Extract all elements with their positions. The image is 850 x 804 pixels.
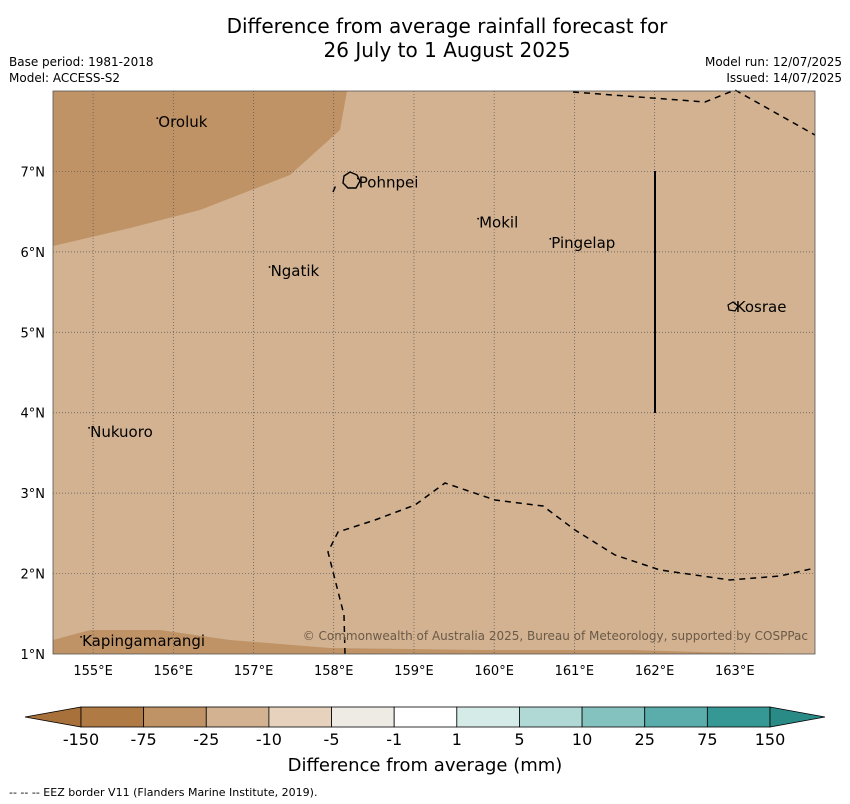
colorbar-tick-label: -25	[193, 730, 220, 749]
colorbar-extend-low	[24, 706, 82, 728]
colorbar-tick-label: 10	[571, 730, 593, 749]
colorbar-tick-label: -150	[62, 730, 100, 749]
colorbar	[24, 706, 826, 728]
lon-tick-label: 156°E	[154, 664, 194, 679]
place-marker	[268, 266, 271, 268]
dry-region-northwest	[53, 91, 347, 246]
place-label: Kosrae	[736, 298, 787, 316]
colorbar-segment	[519, 706, 583, 728]
lon-tick-label: 158°E	[314, 664, 354, 679]
colorbar-segment	[268, 706, 332, 728]
lon-tick-label: 155°E	[73, 664, 113, 679]
pohnpei-island	[342, 171, 361, 189]
colorbar-tick-label: -75	[130, 730, 157, 749]
colorbar-tick-label: -10	[255, 730, 282, 749]
eez-border	[327, 89, 816, 655]
place-label: Ngatik	[271, 262, 320, 280]
model-run: Model run: 12/07/2025	[704, 55, 842, 69]
eez-legend-note: -- -- -- EEZ border V11 (Flanders Marine…	[9, 786, 318, 799]
colorbar-segment	[80, 706, 145, 728]
dry-region-south	[53, 630, 815, 654]
colorbar-segment	[143, 706, 207, 728]
map-gridlines	[53, 91, 815, 654]
colorbar-segment	[331, 706, 395, 728]
lon-tick-label: 161°E	[555, 664, 595, 679]
colorbar-segment	[581, 706, 646, 728]
place-marker	[733, 302, 736, 305]
place-marker	[477, 217, 480, 220]
base-period: Base period: 1981-2018	[9, 55, 154, 69]
lon-tick-label: 163°E	[715, 664, 755, 679]
chart-title: Difference from average rainfall forecas…	[0, 14, 850, 62]
title-line-1: Difference from average rainfall forecas…	[226, 14, 668, 38]
lat-tick-label: 5°N	[21, 326, 46, 341]
issued-date: Issued: 14/07/2025	[726, 71, 842, 85]
lat-tick-label: 6°N	[21, 246, 46, 261]
colorbar-tick-label: -5	[323, 730, 340, 749]
colorbar-tick-label: 75	[697, 730, 718, 749]
eez-border-pohnpei	[332, 184, 337, 193]
colorbar-tick-label: -1	[386, 730, 403, 749]
map-frame	[52, 90, 816, 655]
place-marker	[356, 177, 359, 180]
colorbar-tick-label: 25	[634, 730, 655, 749]
colorbar-extend-high	[769, 706, 826, 728]
colorbar-tick-label: 1	[451, 730, 462, 749]
axis-ticks: 155°E 156°E 157°E 158°E 159°E 160°E 161°E 162°E…	[21, 165, 755, 679]
colorbar-segment	[706, 706, 771, 728]
copyright-text: © Commonwealth of Australia 2025, Bureau…	[303, 629, 808, 643]
model-name: Model: ACCESS-S2	[9, 71, 121, 85]
colorbar-segment	[393, 706, 458, 728]
lon-tick-label: 159°E	[394, 664, 434, 679]
lat-tick-label: 3°N	[21, 487, 46, 502]
meta-left: Base period: 1981-2018 Model: ACCESS-S2	[9, 54, 154, 86]
place-label: Nukuoro	[90, 423, 153, 441]
place-label: Kapingamarangi	[82, 632, 205, 650]
place-label: Pohnpei	[359, 173, 419, 191]
colorbar-tick-label: 5	[514, 730, 525, 749]
place-marker	[156, 117, 159, 120]
place-label: Oroluk	[158, 113, 207, 131]
lon-tick-label: 157°E	[234, 664, 274, 679]
title-line-2: 26 July to 1 August 2025	[323, 38, 571, 62]
meta-right: Model run: 12/07/2025 Issued: 14/07/2025	[705, 54, 842, 86]
lon-tick-label: 162°E	[635, 664, 675, 679]
eez-border-south	[327, 482, 816, 655]
eez-border-north	[572, 89, 816, 136]
lat-tick-label: 1°N	[21, 648, 46, 663]
colorbar-segment	[205, 706, 270, 728]
place-marker	[80, 636, 82, 638]
lat-tick-label: 2°N	[21, 568, 46, 583]
lat-tick-label: 4°N	[21, 407, 46, 422]
colorbar-title: Difference from average (mm)	[287, 755, 563, 776]
colorbar-tick-label: 150	[754, 730, 786, 749]
place-labels: Oroluk Pohnpei Mokil Pingelap Ngatik Kosrae Nu…	[80, 113, 786, 650]
place-marker	[549, 237, 552, 240]
lat-tick-label: 7°N	[21, 165, 46, 180]
colorbar-segment	[456, 706, 520, 728]
lon-tick-label: 160°E	[474, 664, 514, 679]
place-label: Pingelap	[551, 234, 615, 252]
place-marker	[88, 426, 90, 429]
place-label: Mokil	[479, 214, 518, 232]
colorbar-segment	[644, 706, 708, 728]
kosrae-island	[727, 301, 739, 312]
